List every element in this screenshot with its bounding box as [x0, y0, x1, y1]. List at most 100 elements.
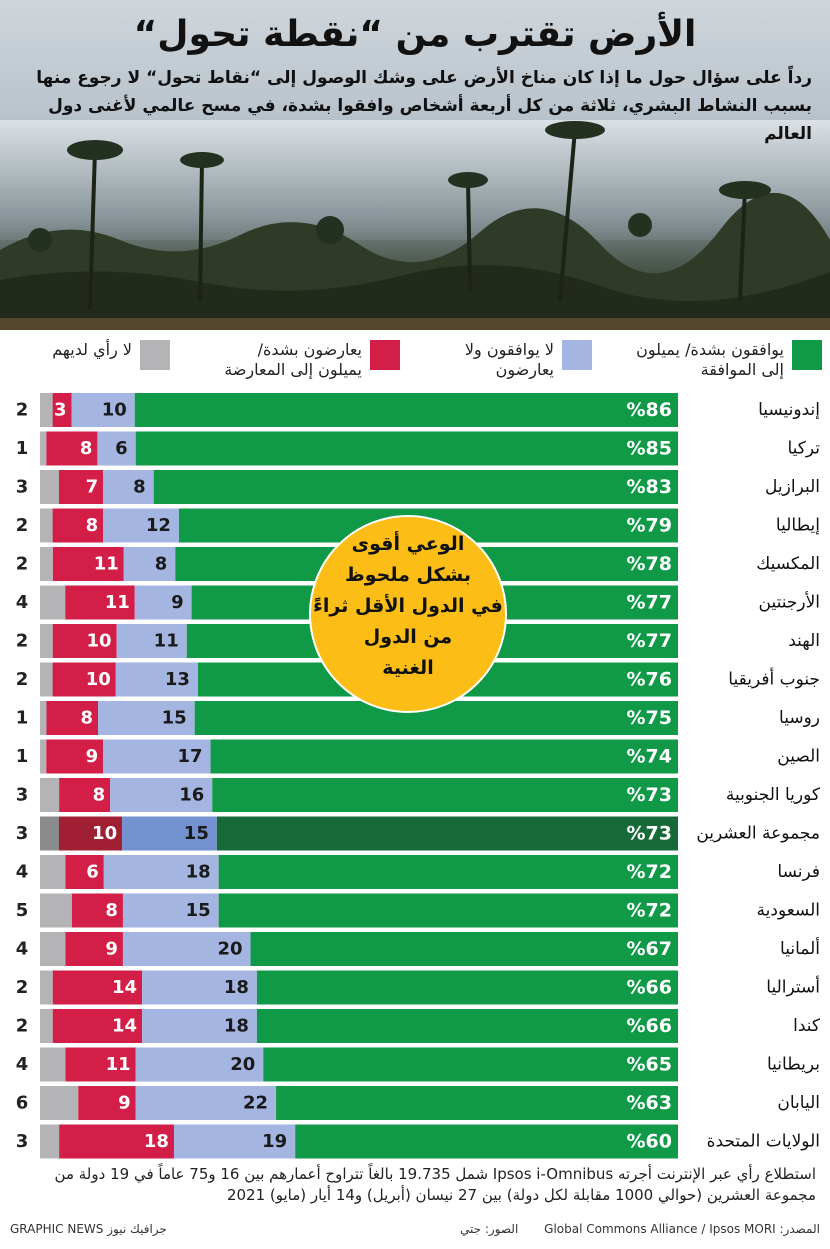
bar-neutral — [135, 1047, 264, 1082]
label-neutral: 18 — [186, 862, 211, 883]
bar-disagree — [46, 701, 98, 735]
bar-no-opinion — [40, 1124, 60, 1159]
label-disagree: 10 — [86, 631, 111, 652]
bar-disagree — [65, 1047, 136, 1082]
country-label: مجموعة العشرين — [696, 824, 820, 844]
bar-disagree — [58, 816, 123, 851]
label-neutral: 12 — [146, 515, 171, 536]
label-agree: %74 — [627, 746, 672, 768]
bar-neutral — [103, 739, 211, 774]
label-agree: %67 — [627, 938, 672, 960]
bar-neutral — [122, 893, 219, 928]
legend-item-no-opinion: لا رأي لديهم — [5, 340, 170, 370]
legend-label-neutral: لا يوافقون ولا يعارضون — [464, 340, 554, 379]
callout-circle — [309, 515, 507, 713]
legend-label-disagree: يعارضون بشدة/ يميلون إلى المعارضة — [224, 340, 362, 379]
country-label: إيطاليا — [776, 516, 820, 536]
bar-agree — [134, 393, 679, 427]
bar-neutral — [173, 1124, 296, 1159]
bar-agree — [256, 970, 678, 1005]
label-no-opinion: 5 — [16, 900, 29, 921]
bar-disagree — [71, 893, 123, 928]
page-title: الأرض تقترب من “نقطة تحول“ — [133, 14, 697, 55]
label-disagree: 8 — [93, 785, 106, 806]
label-no-opinion: 2 — [16, 977, 29, 998]
bar-disagree — [52, 547, 124, 581]
bar-disagree — [52, 662, 116, 697]
bar-agree — [212, 778, 678, 812]
label-neutral: 9 — [171, 592, 184, 613]
bar-no-opinion — [40, 585, 66, 620]
bar-no-opinion — [40, 893, 72, 928]
bar-no-opinion — [40, 778, 60, 812]
label-agree: %79 — [627, 515, 672, 537]
label-agree: %77 — [627, 592, 672, 614]
country-label: السعودية — [757, 901, 820, 921]
country-label: أستراليا — [766, 976, 820, 998]
label-disagree: 10 — [86, 669, 111, 690]
bar-no-opinion — [40, 1047, 66, 1082]
label-disagree: 6 — [86, 862, 99, 883]
label-no-opinion: 3 — [16, 1131, 29, 1152]
bar-agree — [210, 739, 679, 774]
bar-disagree — [78, 1086, 136, 1120]
bar-no-opinion — [40, 855, 66, 889]
bar-no-opinion — [40, 624, 53, 658]
bar-agree — [194, 701, 678, 735]
label-no-opinion: 2 — [16, 669, 29, 690]
bar-agree — [186, 624, 679, 658]
label-no-opinion: 2 — [16, 400, 29, 421]
bar-no-opinion — [40, 816, 59, 851]
label-disagree: 8 — [105, 900, 118, 921]
bar-no-opinion — [40, 508, 53, 543]
label-agree: %77 — [627, 630, 672, 652]
label-neutral: 8 — [155, 554, 168, 575]
bar-agree — [191, 585, 679, 620]
bar-disagree — [59, 1124, 174, 1159]
country-label: المكسيك — [756, 554, 820, 574]
callout-line: الغنية — [382, 657, 433, 679]
label-agree: %66 — [627, 977, 672, 999]
country-label: كندا — [793, 1016, 821, 1036]
label-disagree: 14 — [112, 1016, 137, 1037]
label-neutral: 15 — [186, 900, 211, 921]
bar-disagree — [52, 970, 143, 1005]
bar-no-opinion — [40, 739, 47, 774]
label-no-opinion: 3 — [16, 477, 29, 498]
label-neutral: 18 — [224, 1016, 249, 1037]
label-no-opinion: 4 — [16, 939, 29, 960]
label-no-opinion: 1 — [16, 438, 29, 459]
label-agree: %75 — [627, 707, 672, 729]
label-disagree: 18 — [144, 1131, 169, 1152]
label-disagree: 11 — [106, 1054, 131, 1075]
label-no-opinion: 4 — [16, 862, 29, 883]
label-disagree: 9 — [86, 746, 99, 767]
country-label: فرنسا — [777, 862, 820, 882]
label-no-opinion: 4 — [16, 1054, 29, 1075]
label-disagree: 8 — [80, 708, 93, 729]
country-label: بريطانيا — [767, 1055, 820, 1075]
label-neutral: 20 — [217, 939, 242, 960]
callout-line: في الدول الأقل ثراءً — [313, 594, 503, 617]
callout-text: الوعي أقوى بشكل ملحوظ في الدول الأقل ثراءً… — [313, 531, 503, 679]
label-agree: %86 — [627, 399, 672, 421]
label-neutral: 20 — [230, 1054, 255, 1075]
bar-no-opinion — [40, 470, 59, 504]
label-no-opinion: 3 — [16, 785, 29, 806]
label-no-opinion: 3 — [16, 823, 29, 844]
bar-neutral — [71, 393, 135, 427]
label-disagree: 10 — [92, 823, 117, 844]
bar-no-opinion — [40, 547, 53, 581]
legend-swatch-agree — [792, 340, 822, 370]
label-disagree: 8 — [86, 515, 99, 536]
legend-swatch-neutral — [562, 340, 592, 370]
label-no-opinion: 1 — [16, 708, 29, 729]
page-subtitle: رداً على سؤال حول ما إذا كان مناخ الأرض … — [36, 68, 812, 144]
bar-no-opinion — [40, 1086, 79, 1120]
callout-line: من الدول — [364, 626, 452, 648]
country-label: اليابان — [777, 1093, 820, 1113]
legend-swatch-no-opinion — [140, 340, 170, 370]
label-neutral: 6 — [115, 438, 128, 459]
label-disagree: 11 — [94, 554, 119, 575]
bar-agree — [175, 547, 679, 581]
